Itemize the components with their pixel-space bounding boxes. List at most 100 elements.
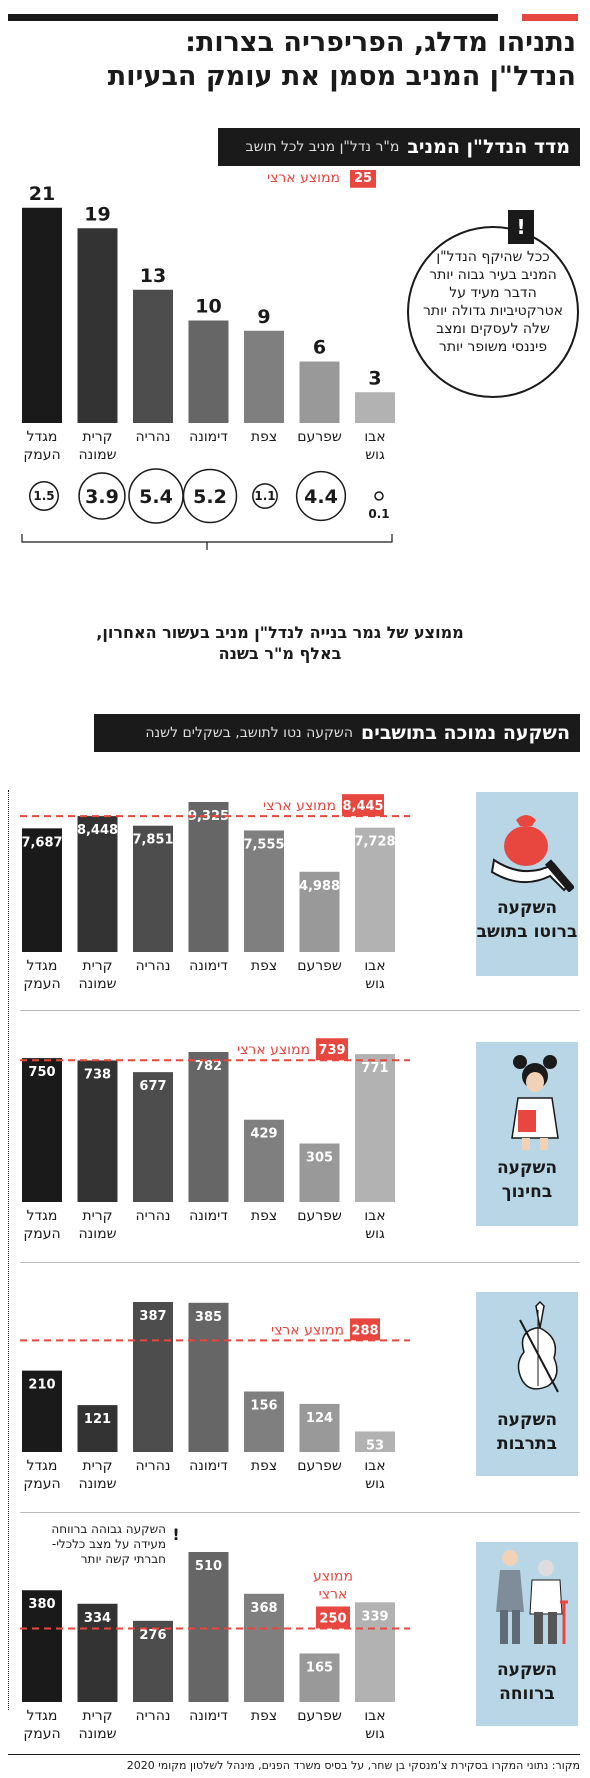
bar xyxy=(244,330,284,423)
panel-separator-1 xyxy=(20,1010,580,1011)
category-label: דימונה xyxy=(189,1208,228,1224)
reference-value-box xyxy=(350,1318,380,1341)
category-label: שפרעם xyxy=(297,1708,342,1724)
bar-value-label: 19 xyxy=(84,203,110,225)
bar xyxy=(77,1405,118,1452)
category-label: גוש xyxy=(365,1226,385,1242)
category-label: שמונה xyxy=(79,976,117,992)
bar xyxy=(355,827,395,952)
bar xyxy=(22,1370,62,1452)
bar xyxy=(133,1620,173,1702)
category-label: שפרעם xyxy=(297,1458,342,1474)
category-label: אבו xyxy=(364,958,385,974)
category-label: קרית xyxy=(82,1208,112,1224)
category-label: מגדל xyxy=(27,1458,58,1474)
bar-value-label: 4,988 xyxy=(299,879,340,894)
section1-header: מדד הנדל"ן המניב מ"ר נדל"ן מניב לכל תושב xyxy=(218,128,580,166)
category-label: צפת xyxy=(251,1708,277,1724)
category-label: קרית xyxy=(82,958,112,974)
bar-value-label: 9,325 xyxy=(188,809,229,824)
bar-value-label: 7,555 xyxy=(243,837,284,852)
bubble xyxy=(78,472,126,520)
bar xyxy=(244,830,284,952)
bar-value-label: 387 xyxy=(139,1309,166,1324)
bar-value-label: 13 xyxy=(140,265,166,287)
bar-value-label: 7,728 xyxy=(354,835,395,850)
money-bag-hand-icon xyxy=(490,815,574,892)
bar xyxy=(355,1431,395,1452)
category-label: אבו xyxy=(364,1708,385,1724)
bar xyxy=(133,289,173,423)
realestate-bar-chart: 25 ממוצע ארצי 21 מגדל העמק 19 קרית שמונה 13 נהריה… xyxy=(21,170,395,550)
bar xyxy=(133,825,173,952)
bubble-value-label: 0.1 xyxy=(368,507,389,521)
category-label: העמק xyxy=(23,1726,60,1742)
bar xyxy=(299,871,340,952)
bubble-caption-line-2: באלף מ"ר בשנה xyxy=(218,644,342,663)
category-label: גוש xyxy=(365,1476,385,1492)
bar-value-label: 210 xyxy=(28,1378,55,1393)
category-label: שמונה xyxy=(79,1476,117,1492)
section2-subtitle: השקעה נטו לתושב, בשקלים לשנה xyxy=(145,725,353,741)
category-label: צפת xyxy=(251,429,277,445)
bar-value-label: 156 xyxy=(250,1399,277,1414)
category-label: אבו xyxy=(364,1208,385,1224)
panel-label-gross: השקעה ברוטו בתושב xyxy=(476,898,578,942)
category-label: גוש xyxy=(365,1726,385,1742)
category-label: שמונה xyxy=(79,1226,117,1242)
reference-line-label: ממוצע ארצי xyxy=(267,170,340,186)
culture-bar-chart: 210 מגדל העמק 121 קרית שמונה 387 נהריה 385 דימונה… xyxy=(20,1302,410,1492)
bar xyxy=(299,1403,340,1452)
category-label: העמק xyxy=(23,976,60,992)
bar xyxy=(355,1602,395,1702)
bar-value-label: 21 xyxy=(29,183,55,205)
bar xyxy=(77,1603,118,1702)
headline-line-1: נתניהו מדלג, הפריפריה בצרות: xyxy=(185,27,576,58)
bar-value-label: 3 xyxy=(368,367,381,389)
reference-line-label: ארצי xyxy=(319,1586,348,1602)
bar xyxy=(244,1593,284,1702)
bar xyxy=(22,828,62,952)
bar-value-label: 334 xyxy=(84,1611,111,1626)
category-label: דימונה xyxy=(189,958,228,974)
bar xyxy=(244,1119,284,1202)
page-headline: נתניהו מדלג, הפריפריה בצרות: הנדל"ן המני… xyxy=(16,26,576,94)
reference-value-label: 250 xyxy=(319,1611,346,1626)
bar-value-label: 9 xyxy=(257,306,270,328)
bar xyxy=(133,1302,173,1452)
bar-value-label: 8,448 xyxy=(77,823,118,838)
category-label: שמונה xyxy=(79,1726,117,1742)
panel-label-culture: השקעה בתרבות xyxy=(496,1410,558,1454)
category-label: צפת xyxy=(251,1208,277,1224)
violin-icon xyxy=(517,1300,559,1393)
section2-header: השקעה נמוכה בתושבים השקעה נטו לתושב, בשק… xyxy=(94,714,580,752)
top-rule-red xyxy=(522,14,578,21)
bubble-caption: ממוצע של גמר בנייה לנדל"ן מניב בעשור האח… xyxy=(20,622,540,664)
bubble-value-label: 3.9 xyxy=(85,486,119,508)
exclamation-icon: ! xyxy=(508,210,534,244)
category-label: העמק xyxy=(23,1476,60,1492)
reference-value-label: 739 xyxy=(318,1043,345,1058)
bar-value-label: 385 xyxy=(195,1310,222,1325)
category-label: נהריה xyxy=(136,1708,171,1724)
bar-value-label: 429 xyxy=(250,1127,277,1142)
bar xyxy=(299,361,340,423)
bar xyxy=(188,320,229,423)
bar xyxy=(22,207,62,423)
bar-value-label: 7,851 xyxy=(132,833,173,848)
bar xyxy=(77,228,118,423)
bubble-value-label: 5.4 xyxy=(139,486,173,508)
category-label: קרית xyxy=(82,429,112,445)
reference-line-label: ממוצע ארצי xyxy=(237,1042,310,1058)
reference-value-box xyxy=(316,1038,348,1061)
bar-value-label: 124 xyxy=(306,1411,333,1426)
headline-line-2: הנדל"ן המניב מסמן את עומק הבעיות xyxy=(107,61,576,92)
bar xyxy=(188,1302,229,1452)
panel-label-education: השקעה בחינוך xyxy=(496,1158,558,1202)
category-label: מגדל xyxy=(27,958,58,974)
bar xyxy=(188,1052,229,1202)
bar-value-label: 368 xyxy=(250,1601,277,1616)
bubble-bracket xyxy=(21,534,393,550)
bar-value-label: 339 xyxy=(361,1609,388,1624)
bar xyxy=(355,1054,395,1202)
